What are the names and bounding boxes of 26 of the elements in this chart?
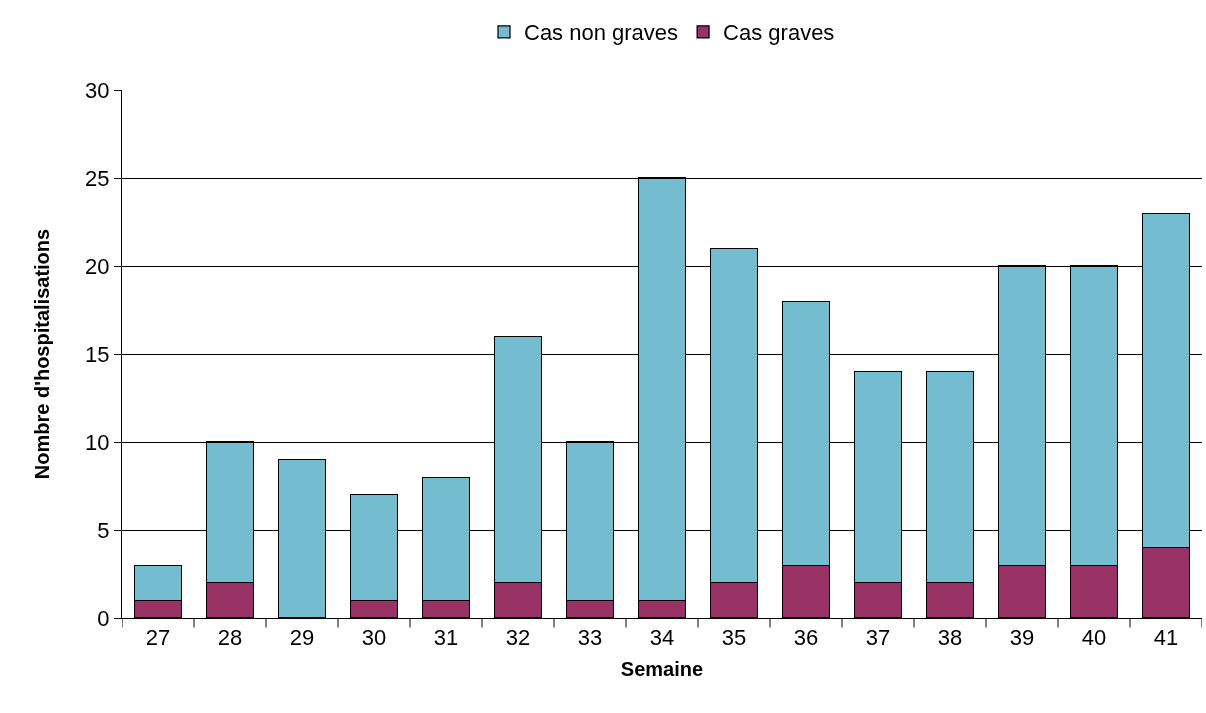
x-tick-label: 38 xyxy=(937,625,963,651)
x-tick-label: 33 xyxy=(577,625,603,651)
y-tick-label: 10 xyxy=(85,429,110,455)
y-tick-label: 0 xyxy=(97,605,110,631)
y-tick-label: 25 xyxy=(85,165,110,191)
y-axis-title: Nombre d'hospitalisations xyxy=(30,228,53,480)
x-tick-label: 41 xyxy=(1153,625,1179,651)
legend-label: Cas graves xyxy=(723,20,835,46)
x-tick-label: 39 xyxy=(1009,625,1035,651)
x-tick-label: 35 xyxy=(721,625,747,651)
y-tick-label: 30 xyxy=(85,77,110,103)
x-tick-label: 32 xyxy=(505,625,531,651)
x-tick-label: 31 xyxy=(433,625,459,651)
x-tick-label: 30 xyxy=(361,625,387,651)
y-tick-label: 15 xyxy=(85,341,110,367)
x-tick-label: 28 xyxy=(217,625,243,651)
legend-label: Cas non graves xyxy=(524,20,679,46)
y-tick-label: 5 xyxy=(97,517,110,543)
x-tick-label: 40 xyxy=(1081,625,1107,651)
y-tick-label: 20 xyxy=(85,253,110,279)
x-tick-label: 36 xyxy=(793,625,819,651)
x-tick-label: 37 xyxy=(865,625,891,651)
x-axis-title: Semaine xyxy=(620,657,704,680)
x-tick-label: 34 xyxy=(649,625,675,651)
x-tick-label: 27 xyxy=(145,625,171,651)
x-tick-label: 29 xyxy=(289,625,315,651)
